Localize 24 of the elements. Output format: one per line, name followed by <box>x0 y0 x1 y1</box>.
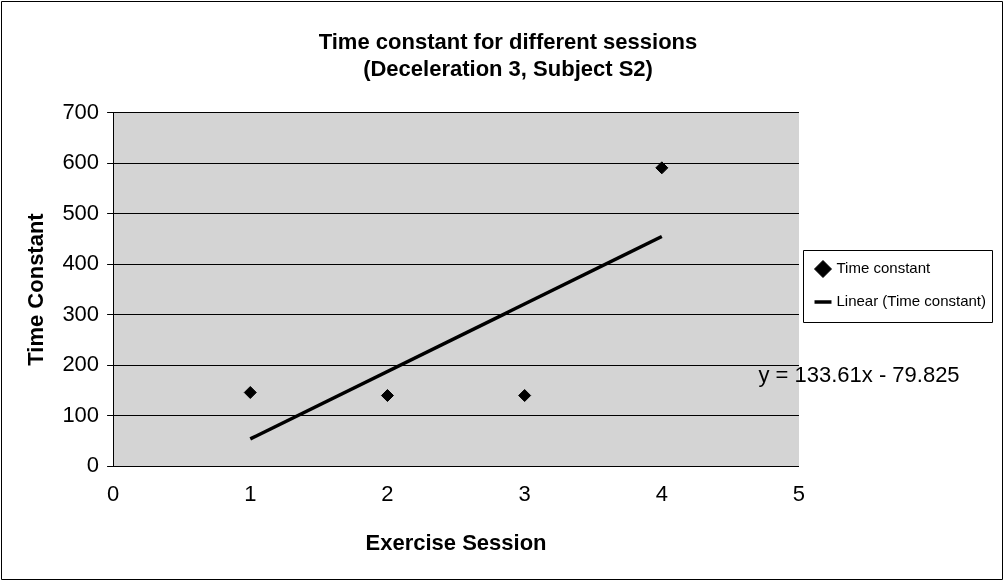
x-tick-label: 5 <box>792 481 806 507</box>
legend-label: Linear (Time constant) <box>836 292 987 310</box>
x-tick-label: 4 <box>655 481 668 507</box>
y-tick-label: 400 <box>62 250 100 276</box>
chart-title: Time constant for different sessions (Deceleration 3, Subject S2) <box>318 29 698 81</box>
y-tick-label: 500 <box>62 199 100 225</box>
point <box>380 389 394 403</box>
y-tick-label: 100 <box>62 401 100 427</box>
x-axis-title: Exercise Session <box>365 529 547 555</box>
x-tick-label: 1 <box>244 481 257 507</box>
legend-label: Time constant <box>836 259 931 277</box>
annotation: y = 133.61x - 79.825 <box>758 361 960 387</box>
x-tick-label: 3 <box>518 481 531 507</box>
x-tick-label: 0 <box>106 481 120 507</box>
y-tick-label: 600 <box>62 149 100 175</box>
point <box>243 385 257 399</box>
y-tick-label: 700 <box>62 98 100 124</box>
y-tick-label: 300 <box>62 300 100 326</box>
y-tick-label: 200 <box>62 351 100 377</box>
x-tick-label: 2 <box>381 481 394 507</box>
point <box>655 161 669 175</box>
point <box>518 389 532 403</box>
y-tick-label: 0 <box>86 452 100 478</box>
y-axis-title: Time Constant <box>23 212 49 366</box>
